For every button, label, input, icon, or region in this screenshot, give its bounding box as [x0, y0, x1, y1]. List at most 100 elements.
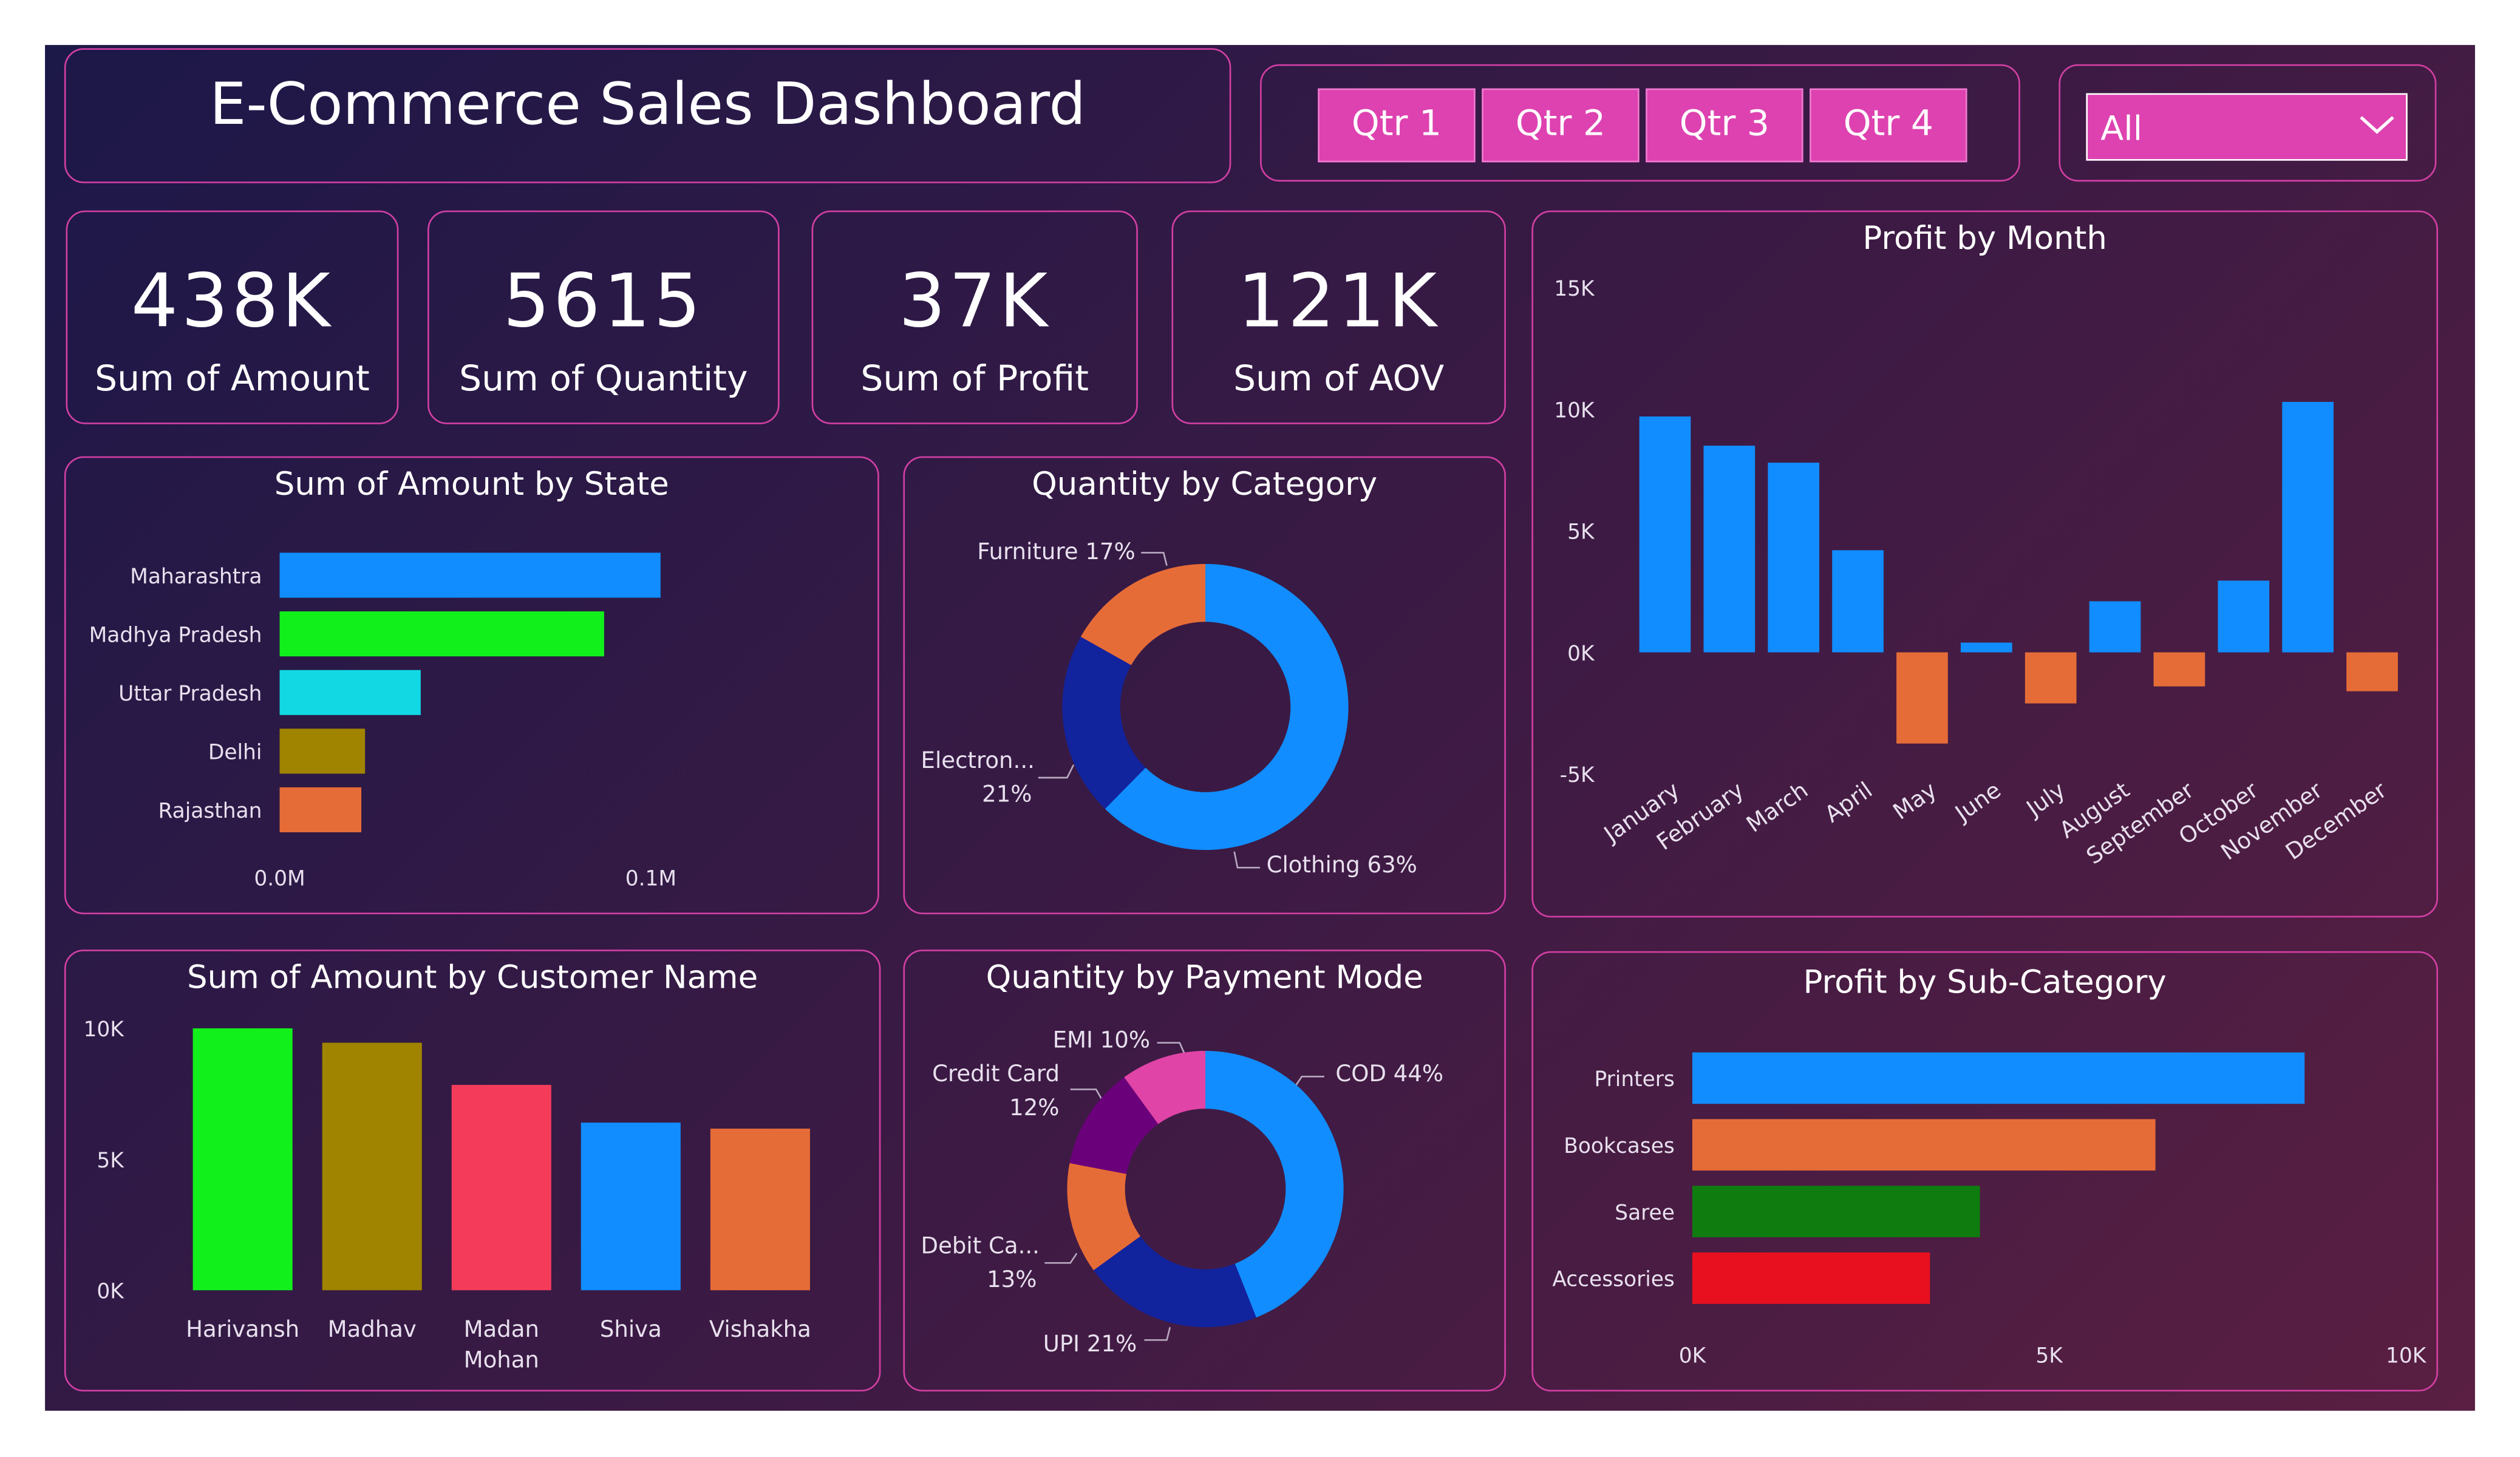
kpi-label: Sum of Profit — [860, 359, 1089, 401]
month-bar — [2089, 601, 2141, 653]
month-bar — [1639, 416, 1691, 653]
x-tick-label: July — [2021, 777, 2070, 823]
state-bar — [279, 787, 362, 832]
customer-bar — [581, 1122, 681, 1291]
payment-chart-card: Quantity by Payment Mode — [903, 949, 1506, 1392]
month-bar — [2153, 652, 2205, 687]
x-tick-label: 10K — [2386, 1343, 2427, 1368]
y-tick-label: 0K — [97, 1280, 124, 1304]
leader-lines — [1038, 552, 1324, 1341]
subcategory-label: Accessories — [1552, 1268, 1675, 1292]
kpi-value: 438K — [131, 257, 334, 344]
payment-label-debit-pct: 13% — [987, 1268, 1037, 1294]
qtr-4-button[interactable]: Qtr 4 — [1810, 88, 1967, 163]
payment-slice — [1205, 1050, 1344, 1318]
kpi-value: 37K — [898, 257, 1051, 344]
x-tick-label: Vishakha — [709, 1316, 811, 1342]
x-tick-label: June — [1950, 777, 2006, 827]
x-tick-label: Madan — [464, 1316, 539, 1342]
dropdown-value: All — [2100, 109, 2143, 148]
chart-title: Sum of Amount by State — [274, 464, 669, 503]
subcategory-bar — [1692, 1186, 1980, 1237]
state-label: Rajasthan — [158, 799, 262, 823]
payment-label-credit-pct: 12% — [1009, 1096, 1060, 1122]
y-tick-label: 10K — [83, 1017, 124, 1042]
chart-title: Quantity by Payment Mode — [986, 957, 1423, 996]
subcategory-bar — [1692, 1252, 1930, 1304]
state-label: Madhya Pradesh — [89, 623, 262, 647]
month-bar — [2282, 402, 2334, 653]
x-tick-label: March — [1742, 777, 1813, 838]
x-tick-label: Mohan — [464, 1347, 539, 1373]
month-bar — [2218, 580, 2270, 653]
state-bar — [279, 552, 661, 598]
kpi-card-quantity: 5615 Sum of Quantity — [427, 210, 780, 424]
x-tick-label: Madhav — [328, 1316, 417, 1342]
subcategory-label: Printers — [1595, 1067, 1675, 1092]
payment-label-upi: UPI 21% — [1043, 1332, 1137, 1358]
subcategory-label: Bookcases — [1564, 1134, 1675, 1158]
x-tick-label: 0K — [1679, 1343, 1707, 1368]
subcategory-bar — [1692, 1119, 2156, 1171]
state-bar — [279, 670, 421, 715]
title-card: E-Commerce Sales Dashboard — [64, 48, 1231, 183]
chart-title: Profit by Month — [1862, 218, 2107, 257]
x-tick-label: 0.0M — [254, 866, 305, 891]
customer-bar — [322, 1042, 422, 1291]
subcategory-chart-card: Profit by Sub-Category — [1531, 951, 2439, 1392]
qtr-1-button[interactable]: Qtr 1 — [1318, 88, 1476, 163]
kpi-label: Sum of Quantity — [459, 359, 748, 401]
state-label: Delhi — [208, 741, 262, 765]
quarter-slicer: Qtr 1 Qtr 2 Qtr 3 Qtr 4 — [1260, 64, 2020, 182]
x-tick-label: May — [1888, 777, 1941, 825]
y-tick-label: 15K — [1554, 277, 1595, 301]
customer-bar — [451, 1085, 551, 1291]
state-bar — [279, 728, 366, 774]
kpi-card-aov: 121K Sum of AOV — [1171, 210, 1506, 424]
month-bar — [1960, 642, 2012, 653]
category-label-electronics-pct: 21% — [982, 782, 1032, 809]
category-label-electronics: Electron... — [921, 749, 1035, 775]
kpi-value: 121K — [1238, 257, 1440, 344]
kpi-card-amount: 438K Sum of Amount — [66, 210, 399, 424]
payment-label-debit: Debit Ca... — [921, 1234, 1040, 1260]
dropdown-slicer: All — [2059, 64, 2437, 182]
kpi-label: Sum of AOV — [1233, 359, 1445, 401]
kpi-value: 5615 — [503, 257, 704, 344]
payment-slice — [1069, 1077, 1159, 1174]
qtr-2-button[interactable]: Qtr 2 — [1482, 88, 1640, 163]
x-tick-label: Harivansh — [186, 1316, 299, 1342]
chart-title: Sum of Amount by Customer Name — [187, 957, 758, 996]
page-title: E-Commerce Sales Dashboard — [209, 72, 1086, 138]
y-tick-label: -5K — [1560, 763, 1595, 787]
y-tick-label: 5K — [97, 1149, 124, 1173]
x-tick-label: April — [1820, 777, 1877, 828]
x-tick-label: 0.1M — [625, 866, 676, 891]
subcategory-label: Saree — [1615, 1201, 1675, 1225]
category-slice — [1062, 636, 1146, 809]
payment-label-credit: Credit Card — [932, 1062, 1060, 1088]
customer-chart-card: Sum of Amount by Customer Name — [64, 949, 881, 1392]
category-label-furniture: Furniture 17% — [977, 540, 1136, 566]
month-bar — [1768, 463, 1820, 653]
payment-slice — [1067, 1163, 1140, 1271]
chart-title: Quantity by Category — [1032, 464, 1378, 503]
state-label: Maharashtra — [130, 565, 262, 589]
filter-dropdown[interactable]: All — [2086, 93, 2408, 161]
payment-slice — [1093, 1236, 1256, 1328]
customer-bar — [710, 1129, 810, 1291]
category-chart-card: Quantity by Category — [903, 456, 1506, 914]
chart-title: Profit by Sub-Category — [1803, 962, 2167, 1001]
state-bar — [279, 611, 604, 657]
month-bar — [2346, 652, 2398, 691]
qtr-3-button[interactable]: Qtr 3 — [1646, 88, 1803, 163]
kpi-label: Sum of Amount — [95, 359, 370, 401]
payment-label-emi: EMI 10% — [1052, 1028, 1151, 1055]
x-tick-label: Shiva — [600, 1316, 662, 1342]
category-label-clothing: Clothing 63% — [1266, 853, 1417, 879]
month-bar — [1832, 550, 1884, 653]
dashboard-background — [45, 45, 2475, 1411]
month-chart-card: Profit by Month — [1531, 210, 2439, 918]
